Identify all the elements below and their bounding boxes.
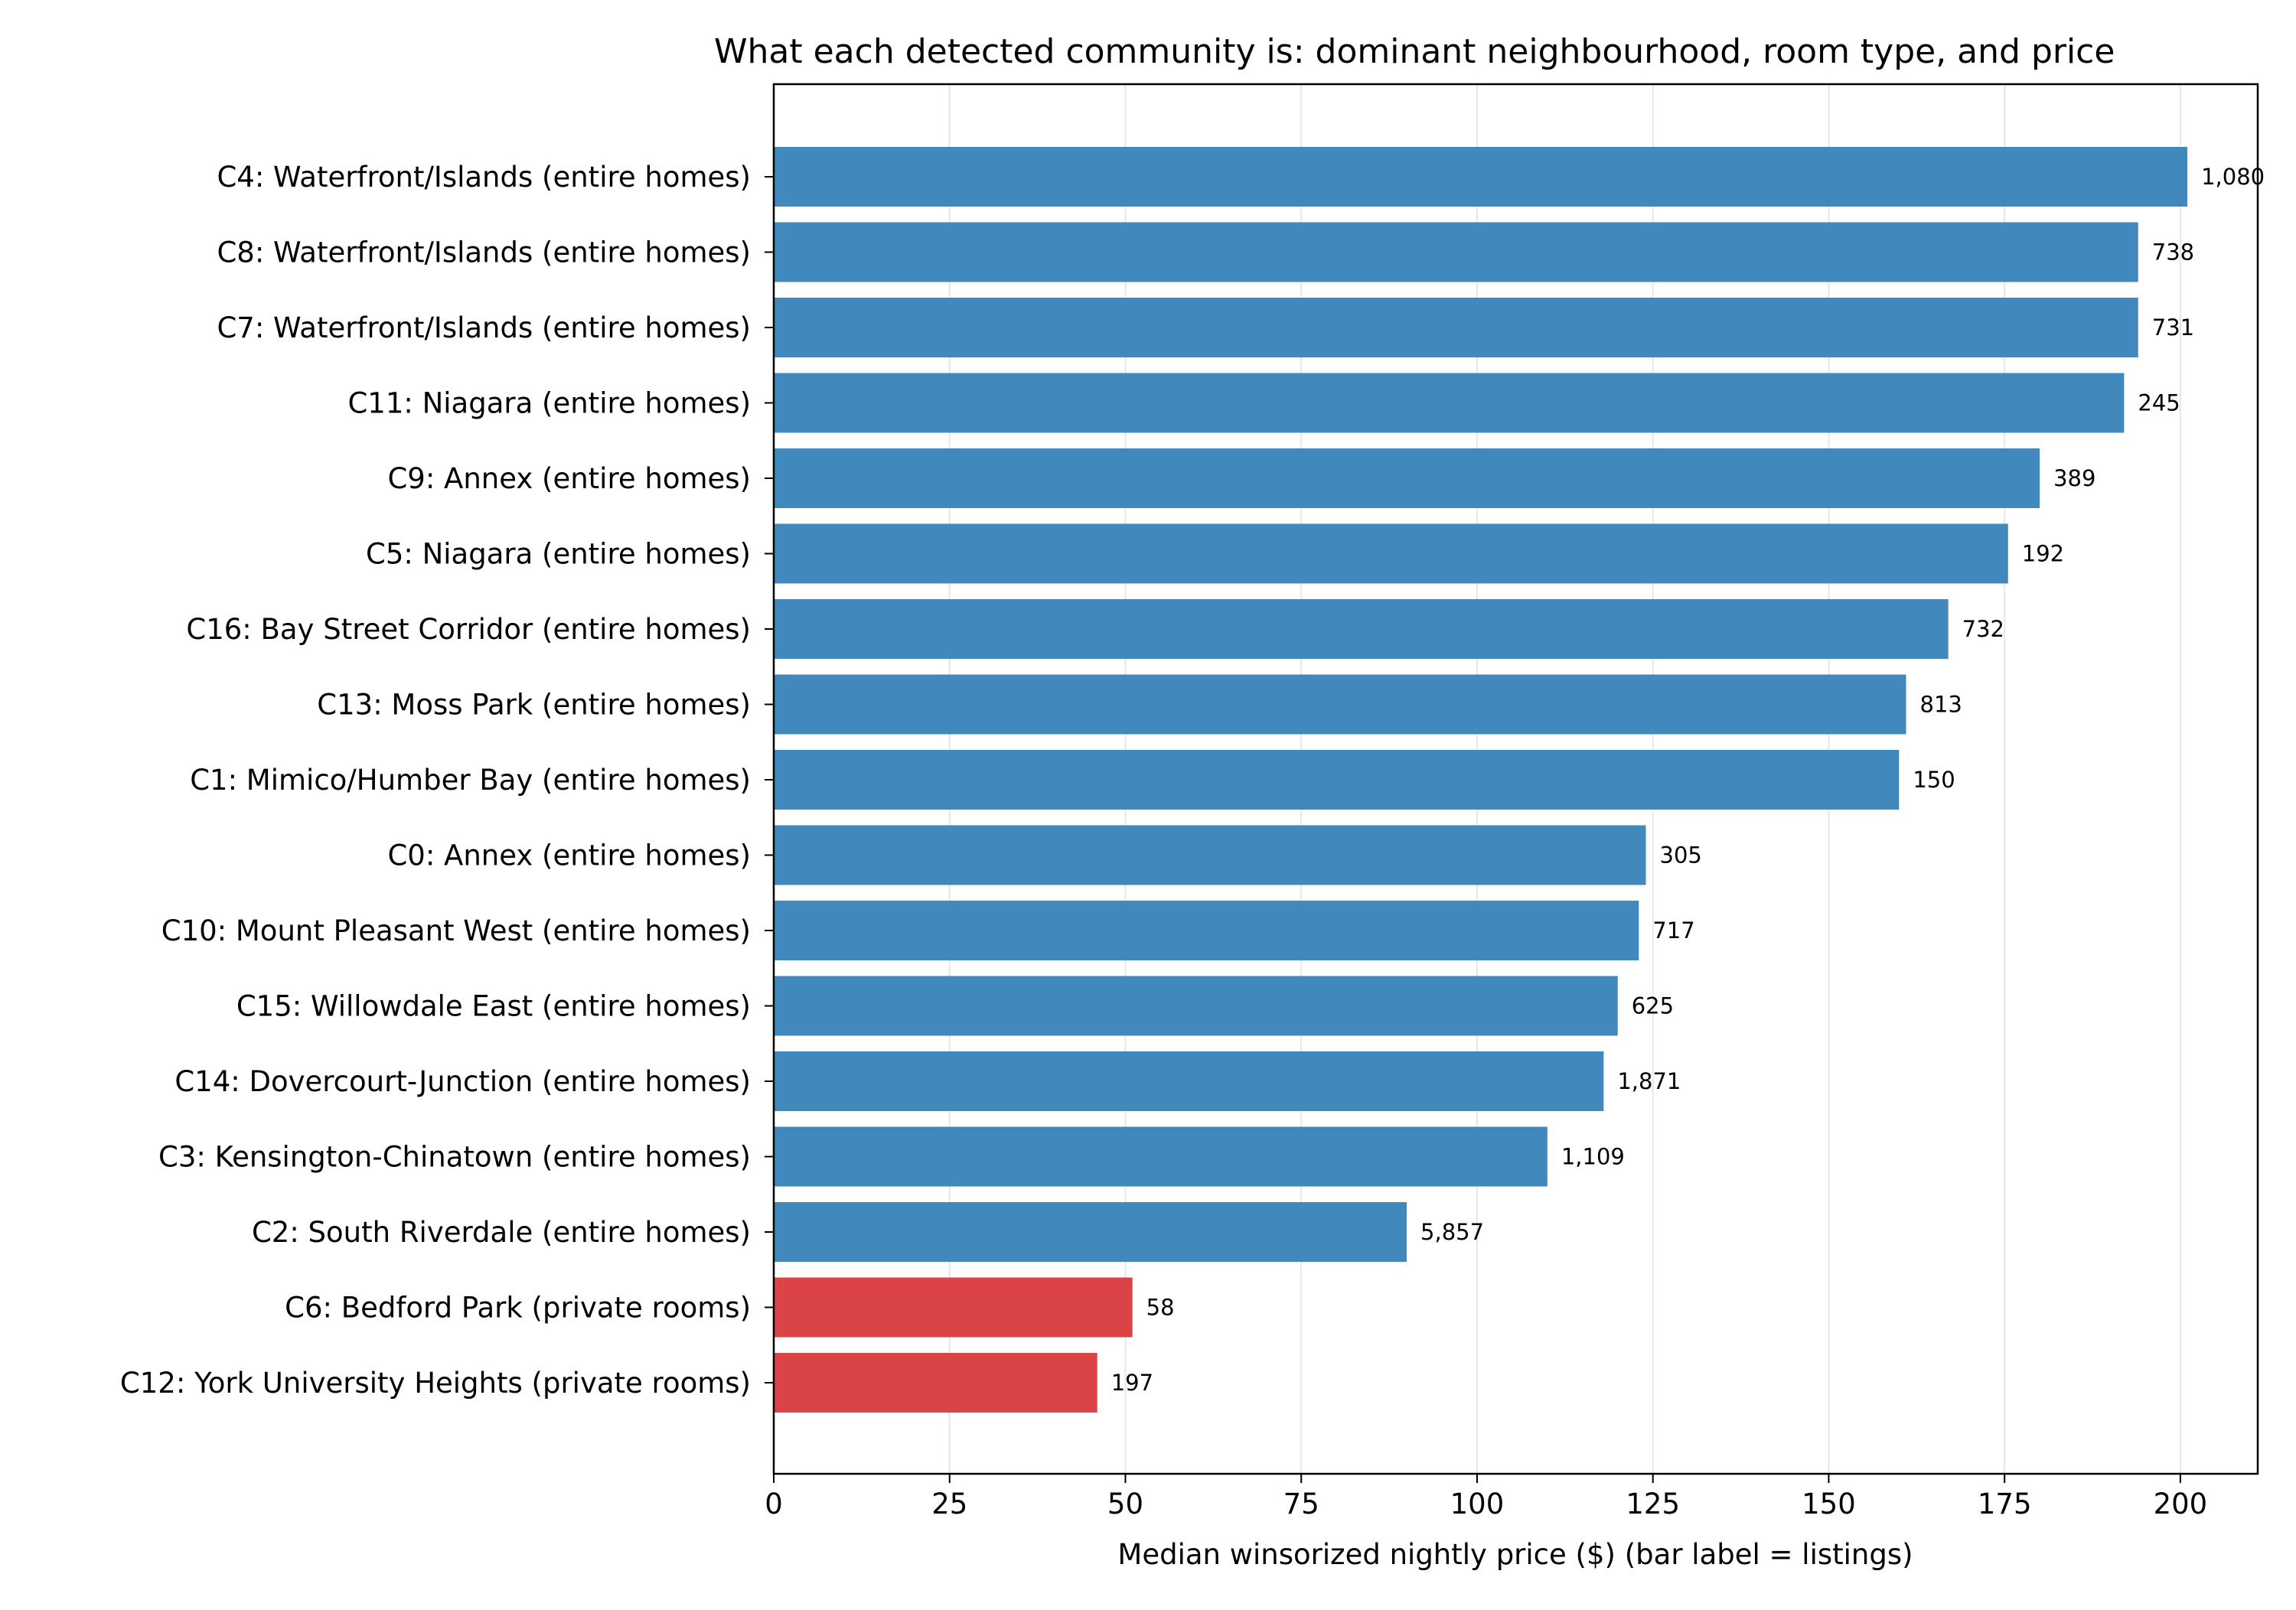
bar-value-label: 305	[1660, 842, 1702, 869]
x-tick-label: 175	[1978, 1488, 2032, 1520]
x-tick-label: 0	[765, 1488, 783, 1520]
bar	[774, 1051, 1604, 1111]
category-label: C5: Niagara (entire homes)	[366, 538, 751, 571]
bar-value-label: 192	[2022, 541, 2064, 567]
category-label: C9: Annex (entire homes)	[387, 462, 751, 495]
x-tick-label: 25	[931, 1488, 967, 1520]
bar	[774, 1126, 1548, 1187]
bar-value-label: 197	[1111, 1370, 1153, 1396]
bar	[774, 674, 1906, 735]
bar	[774, 976, 1618, 1036]
bar-value-label: 1,080	[2201, 164, 2265, 190]
bar-value-label: 245	[2138, 390, 2180, 416]
ticks: 0 25 50 75 100 125 150 175 200	[765, 176, 2208, 1520]
category-label: C14: Dovercourt-Junction (entire homes)	[174, 1065, 751, 1098]
bar	[774, 901, 1639, 960]
bar	[774, 222, 2138, 282]
bar	[774, 448, 2040, 508]
bar	[774, 1202, 1407, 1262]
x-tick-label: 200	[2154, 1488, 2208, 1520]
x-tick-label: 75	[1283, 1488, 1319, 1520]
labels: C4: Waterfront/Islands (entire homes) 1,0…	[120, 161, 2265, 1400]
category-label: C3: Kensington-Chinatown (entire homes)	[158, 1141, 751, 1174]
category-label: C16: Bay Street Corridor (entire homes)	[186, 613, 751, 646]
bar	[774, 750, 1900, 810]
bar	[774, 599, 1949, 659]
bar	[774, 147, 2188, 207]
x-tick-label: 125	[1626, 1488, 1680, 1520]
x-tick-label: 50	[1107, 1488, 1143, 1520]
bar-value-label: 738	[2152, 240, 2194, 266]
bar	[774, 825, 1646, 885]
category-label: C8: Waterfront/Islands (entire homes)	[217, 236, 751, 269]
chart-title: What each detected community is: dominan…	[714, 32, 2115, 71]
bar-value-label: 732	[1962, 616, 2004, 642]
category-label: C1: Mimico/Humber Bay (entire homes)	[190, 764, 751, 797]
bars	[774, 147, 2188, 1413]
bar	[774, 523, 2008, 584]
bar-value-label: 731	[2152, 315, 2194, 341]
category-label: C10: Mount Pleasant West (entire homes)	[161, 914, 751, 947]
bar	[774, 298, 2138, 357]
category-label: C12: York University Heights (private ro…	[120, 1367, 751, 1400]
category-label: C6: Bedford Park (private rooms)	[285, 1292, 751, 1325]
bar-value-label: 813	[1920, 692, 1962, 718]
bar-value-label: 1,109	[1561, 1144, 1625, 1170]
bar-value-label: 625	[1632, 993, 1674, 1019]
bar-value-label: 717	[1652, 917, 1694, 944]
category-label: C15: Willowdale East (entire homes)	[236, 990, 751, 1023]
bar	[774, 373, 2125, 433]
bar-value-label: 389	[2053, 465, 2095, 491]
x-tick-label: 100	[1450, 1488, 1505, 1520]
bar	[774, 1353, 1097, 1413]
category-label: C2: South Riverdale (entire homes)	[252, 1216, 751, 1249]
category-label: C11: Niagara (entire homes)	[347, 387, 751, 420]
bar	[774, 1277, 1133, 1338]
bar-value-label: 1,871	[1617, 1068, 1681, 1094]
bar-value-label: 58	[1146, 1295, 1175, 1321]
bar-value-label: 5,857	[1420, 1219, 1484, 1245]
bar-value-label: 150	[1913, 767, 1955, 793]
category-label: C7: Waterfront/Islands (entire homes)	[217, 311, 751, 344]
x-axis-label: Median winsorized nightly price ($) (bar…	[1117, 1538, 1913, 1571]
category-label: C0: Annex (entire homes)	[387, 839, 751, 872]
x-tick-label: 150	[1802, 1488, 1856, 1520]
category-label: C13: Moss Park (entire homes)	[317, 689, 751, 722]
category-label: C4: Waterfront/Islands (entire homes)	[217, 161, 751, 194]
